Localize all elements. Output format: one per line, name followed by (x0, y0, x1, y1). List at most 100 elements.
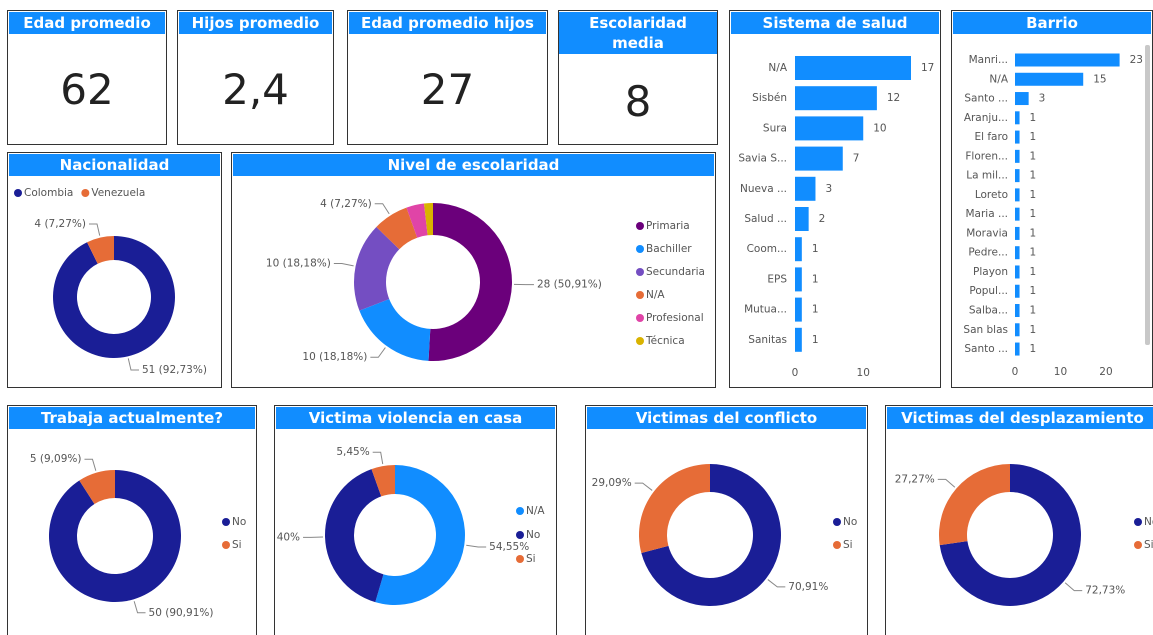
pie-slice (375, 465, 465, 605)
x-tick-label: 20 (1099, 366, 1112, 378)
card-title: Escolaridad media (559, 12, 717, 54)
data-label: 10 (18,18%) (266, 258, 331, 270)
data-label: 1 (1030, 285, 1037, 297)
pie-slice (641, 464, 781, 607)
category-label: Sanitas (748, 334, 787, 346)
bar (1015, 53, 1120, 67)
data-label: 1 (1030, 112, 1037, 124)
data-label: 4 (7,27%) (320, 198, 372, 210)
bar (1015, 207, 1020, 221)
x-tick-label: 10 (857, 367, 870, 379)
chart-title: Nivel de escolaridad (233, 154, 714, 176)
leader-line (634, 482, 653, 491)
legend-marker (636, 314, 644, 322)
data-label: 27,27% (895, 473, 935, 485)
scrollbar (1145, 45, 1150, 345)
data-label: 1 (1030, 247, 1037, 259)
bar (795, 86, 877, 111)
chart-title: Nacionalidad (9, 154, 220, 176)
legend-label: Si (1144, 539, 1153, 551)
bar (795, 327, 802, 352)
bar (1015, 323, 1020, 337)
bar (795, 176, 816, 201)
chart-panel: Victima violencia en casa (274, 405, 557, 635)
category-label: Pedre... (968, 247, 1008, 259)
legend-marker (516, 531, 524, 539)
bar (1015, 149, 1020, 163)
chart-title: Sistema de salud (731, 12, 939, 34)
legend-marker (516, 555, 524, 563)
pie-slice (48, 470, 181, 602)
category-label: Sura (763, 122, 787, 134)
kpi-card: Edad promedio hijos 27 (347, 10, 548, 145)
pie-slice (354, 226, 400, 311)
chart-title: Victimas del desplazamiento (887, 407, 1153, 429)
data-label: 3 (1039, 93, 1046, 105)
bar (795, 146, 843, 171)
data-label: 1 (1030, 150, 1037, 162)
category-label: Moravia (966, 227, 1008, 239)
legend-label: N/A (526, 505, 545, 517)
legend-label: Bachiller (646, 243, 692, 255)
x-tick-label: 10 (1054, 366, 1067, 378)
pie-slice (87, 236, 114, 264)
data-label: 1 (1030, 170, 1037, 182)
chart-title: Victima violencia en casa (276, 407, 555, 429)
category-label: EPS (767, 273, 787, 285)
legend-marker (1134, 518, 1142, 526)
legend-label: Si (232, 539, 242, 551)
category-label: Nueva ... (740, 183, 787, 195)
bar (1015, 111, 1020, 125)
leader-line (370, 347, 386, 358)
category-label: Salud ... (744, 213, 787, 225)
data-label: 40% (277, 531, 300, 543)
data-label: 5 (9,09%) (30, 453, 82, 465)
leader-line (84, 458, 97, 471)
data-label: 23 (1130, 54, 1143, 66)
category-label: Santo ... (964, 343, 1008, 355)
data-label: 1 (1030, 208, 1037, 220)
category-label: Salba... (969, 305, 1008, 317)
card-title: Edad promedio (9, 12, 165, 34)
legend-label: No (232, 516, 246, 528)
legend-marker (833, 518, 841, 526)
legend-marker (636, 291, 644, 299)
data-label: 5,45% (336, 446, 369, 458)
bar (1015, 246, 1020, 260)
kpi-card: Edad promedio 62 (7, 10, 167, 145)
data-label: 4 (7,27%) (34, 218, 86, 230)
card-value: 27 (420, 65, 475, 114)
legend-label: Secundaria (646, 266, 705, 278)
x-tick-label: 0 (792, 367, 799, 379)
legend-marker (222, 541, 230, 549)
bar (1015, 304, 1020, 318)
bar (795, 237, 802, 262)
data-label: 7 (853, 153, 860, 165)
data-label: 1 (1030, 305, 1037, 317)
bar (1015, 169, 1020, 183)
pie-slice (639, 464, 710, 554)
category-label: Aranju... (964, 112, 1008, 124)
card-value: 62 (60, 65, 114, 114)
category-label: Sisbén (752, 92, 787, 104)
leader-line (89, 223, 101, 236)
data-label: 17 (921, 62, 934, 74)
x-tick-label: 0 (1012, 366, 1019, 378)
data-label: 1 (812, 304, 819, 316)
legend-marker (636, 337, 644, 345)
category-label: Playon (973, 266, 1008, 278)
bar (1015, 188, 1020, 202)
data-label: 1 (1030, 189, 1037, 201)
legend-marker (636, 222, 644, 230)
bar (795, 56, 911, 80)
card-title: Hijos promedio (179, 12, 332, 34)
kpi-card: Escolaridad media 8 (558, 10, 718, 145)
bar (795, 116, 864, 141)
data-label: 1 (1030, 227, 1037, 239)
leader-line (333, 263, 354, 267)
bar (1015, 226, 1020, 240)
leader-line (133, 601, 146, 614)
category-label: Savia S... (738, 153, 787, 165)
